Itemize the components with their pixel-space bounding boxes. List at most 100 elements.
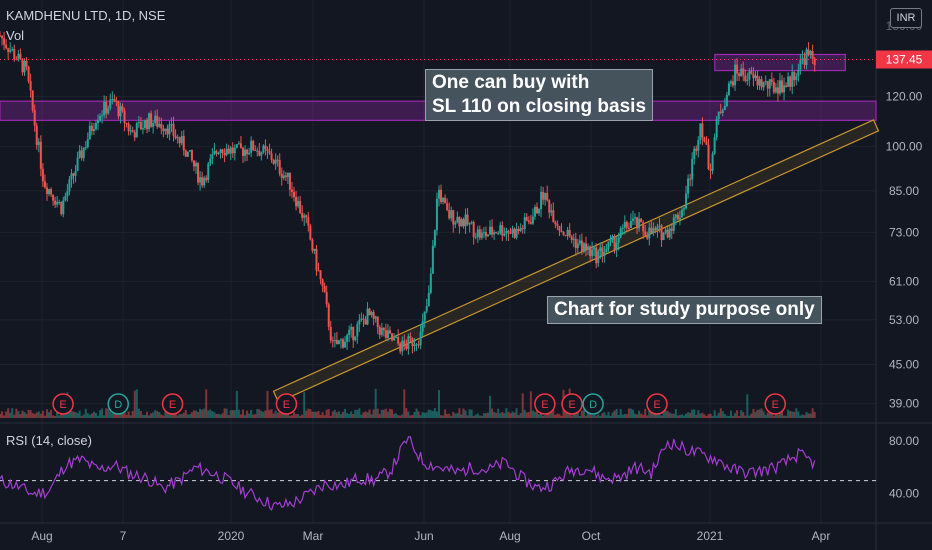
candle-body xyxy=(519,228,522,232)
candle-body xyxy=(393,337,396,341)
candle-body xyxy=(709,169,712,171)
volume-bar xyxy=(119,412,122,418)
volume-bar xyxy=(9,412,12,418)
candle-body xyxy=(570,236,573,240)
volume-bar xyxy=(84,408,87,418)
volume-bar xyxy=(37,411,40,418)
volume-bar xyxy=(233,410,236,418)
candle-body xyxy=(143,119,146,129)
volume-bar xyxy=(103,415,106,418)
candle-body xyxy=(131,130,134,133)
event-marker-label: E xyxy=(653,399,660,411)
candle-body xyxy=(344,341,347,348)
volume-bar xyxy=(801,414,804,418)
candle-body xyxy=(141,128,144,130)
volume-bar xyxy=(405,408,408,418)
candle-body xyxy=(413,344,416,347)
volume-bar xyxy=(335,412,338,418)
volume-bar xyxy=(293,412,296,418)
volume-bar xyxy=(787,409,790,418)
volume-bar xyxy=(386,411,389,418)
volume-bar xyxy=(111,413,114,418)
volume-bar xyxy=(803,415,806,418)
buy-note-line2: SL 110 on closing basis xyxy=(432,96,647,117)
volume-bar xyxy=(515,408,518,418)
candle-body xyxy=(174,135,177,139)
candle-body xyxy=(295,197,298,207)
volume-bar xyxy=(237,409,240,418)
candle-body xyxy=(76,157,79,172)
candle-body xyxy=(631,218,634,221)
volume-bar xyxy=(160,414,163,418)
volume-bar xyxy=(754,411,757,418)
candle-body xyxy=(656,226,659,230)
volume-bar xyxy=(19,414,22,418)
candle-body xyxy=(695,148,698,151)
volume-bar xyxy=(456,413,459,418)
volume-bar xyxy=(464,410,467,418)
candle-body xyxy=(280,173,283,179)
volume-bar xyxy=(180,414,183,418)
candle-body xyxy=(25,60,28,67)
volume-bar xyxy=(550,412,553,418)
candle-body xyxy=(801,58,804,60)
volume-bar xyxy=(734,413,737,418)
candle-body xyxy=(627,227,630,229)
candle-body xyxy=(732,81,735,86)
currency-button[interactable]: INR xyxy=(890,8,922,28)
candle-body xyxy=(507,230,510,233)
volume-bar xyxy=(799,415,802,418)
volume-bar xyxy=(121,414,124,418)
candle-body xyxy=(3,38,6,45)
volume-bar xyxy=(458,408,461,418)
candle-body xyxy=(215,150,218,154)
candle-body xyxy=(623,221,626,228)
candle-body xyxy=(478,229,481,238)
volume-bar xyxy=(627,408,630,418)
volume-bar xyxy=(39,413,42,418)
candle-body xyxy=(297,200,300,207)
candle-body xyxy=(746,79,749,81)
volume-bar xyxy=(348,413,351,418)
volume-bar xyxy=(192,410,195,418)
candle-body xyxy=(84,147,87,149)
candle-body xyxy=(629,220,632,228)
volume-bar xyxy=(678,414,681,418)
volume-bar xyxy=(670,413,673,418)
candle-body xyxy=(180,135,183,144)
volume-bar xyxy=(197,411,200,418)
volume-bar xyxy=(239,414,242,418)
candle-body xyxy=(446,203,449,211)
volume-bar xyxy=(638,410,641,418)
volume-bar xyxy=(246,410,249,418)
volume-bar xyxy=(152,412,155,418)
volume-bar xyxy=(736,410,739,418)
event-marker: E xyxy=(646,393,668,415)
event-marker-label: E xyxy=(59,399,66,411)
candle-body xyxy=(685,193,688,209)
volume-bar xyxy=(356,410,359,418)
volume-bar xyxy=(454,413,457,418)
volume-bar xyxy=(331,411,334,418)
candle-body xyxy=(323,286,326,293)
event-marker: E xyxy=(275,393,298,415)
volume-bar xyxy=(250,409,253,418)
event-marker-label: E xyxy=(283,399,290,411)
volume-bar xyxy=(452,411,455,418)
volume-bar xyxy=(466,415,469,418)
volume-bar xyxy=(3,415,6,418)
candle-body xyxy=(584,243,587,250)
volume-bar xyxy=(354,409,357,418)
candle-body xyxy=(807,49,810,55)
candle-body xyxy=(411,337,414,347)
candle-body xyxy=(574,238,577,249)
x-tick-label: Apr xyxy=(812,529,831,543)
volume-bar xyxy=(711,415,714,418)
volume-bar xyxy=(748,415,751,418)
volume-bar xyxy=(513,412,516,418)
volume-bar xyxy=(307,408,310,418)
volume-bar xyxy=(201,409,204,418)
volume-bar xyxy=(727,415,730,418)
volume-bar xyxy=(217,413,220,418)
